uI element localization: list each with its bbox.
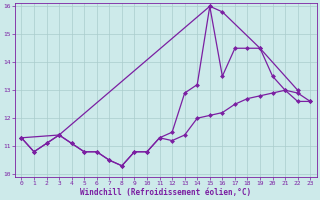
X-axis label: Windchill (Refroidissement éolien,°C): Windchill (Refroidissement éolien,°C) — [80, 188, 252, 197]
